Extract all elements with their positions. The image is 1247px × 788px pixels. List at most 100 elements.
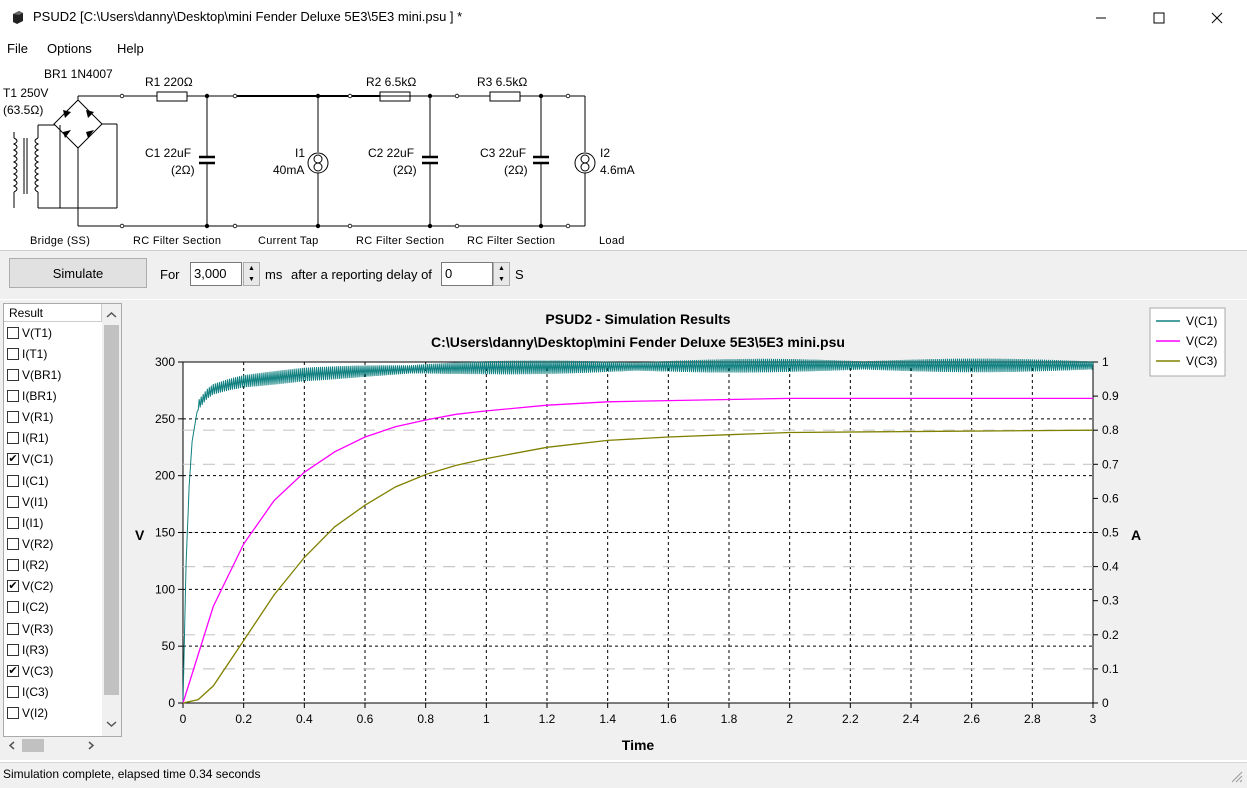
result-checkbox[interactable] bbox=[7, 411, 19, 424]
x-tick-label: 1.4 bbox=[599, 712, 616, 726]
result-item-vc2[interactable]: ✔ V(C2) bbox=[7, 576, 102, 597]
result-item-vr1[interactable]: V(R1) bbox=[7, 407, 102, 428]
circuit-schematic[interactable] bbox=[0, 60, 1247, 250]
series-line-vc1[interactable] bbox=[182, 358, 1094, 704]
duration-input[interactable]: 3,000 bbox=[190, 262, 242, 286]
transformer-primary-coil bbox=[12, 137, 18, 193]
resize-grip-icon[interactable] bbox=[1230, 770, 1244, 784]
result-checkbox[interactable] bbox=[7, 601, 19, 614]
c2-label: C2 22uF bbox=[368, 146, 415, 160]
scroll-left-icon[interactable] bbox=[6, 739, 18, 752]
result-checkbox[interactable] bbox=[7, 347, 19, 360]
result-checkbox[interactable] bbox=[7, 643, 19, 656]
y-tick-label: 50 bbox=[162, 639, 176, 653]
result-checkbox[interactable] bbox=[7, 326, 19, 339]
results-list-header[interactable]: Result bbox=[4, 304, 102, 322]
result-checkbox[interactable] bbox=[7, 432, 19, 445]
caption-load: Load bbox=[599, 235, 625, 247]
result-item-ii1[interactable]: I(I1) bbox=[7, 512, 102, 533]
maximize-button[interactable] bbox=[1136, 0, 1182, 36]
series-line-vc2[interactable] bbox=[182, 397, 1093, 704]
result-item-vc3[interactable]: ✔ V(C3) bbox=[7, 660, 102, 681]
y2-tick-label: 0.6 bbox=[1102, 491, 1119, 505]
close-button[interactable] bbox=[1194, 0, 1240, 36]
y-tick-label: 100 bbox=[155, 582, 175, 596]
result-checkbox[interactable] bbox=[7, 474, 19, 487]
result-item-ir1[interactable]: I(R1) bbox=[7, 428, 102, 449]
spin-up-icon[interactable]: ▲ bbox=[498, 265, 505, 272]
scroll-right-icon[interactable] bbox=[85, 739, 97, 752]
y-tick-label: 250 bbox=[155, 412, 175, 426]
y2-tick-label: 0.5 bbox=[1102, 526, 1119, 540]
menu-file[interactable]: File bbox=[7, 41, 28, 56]
x-tick-label: 2.8 bbox=[1024, 712, 1041, 726]
result-checkbox[interactable] bbox=[7, 538, 19, 550]
result-item-ic1[interactable]: I(C1) bbox=[7, 470, 102, 491]
result-item-vbr1[interactable]: V(BR1) bbox=[7, 364, 102, 385]
result-item-ir3[interactable]: I(R3) bbox=[7, 639, 102, 660]
x-tick-label: 0.4 bbox=[296, 712, 313, 726]
y2-tick-label: 0.3 bbox=[1102, 594, 1119, 608]
result-checkbox[interactable] bbox=[7, 686, 19, 699]
result-item-label: V(R3) bbox=[22, 621, 54, 636]
menu-options[interactable]: Options bbox=[47, 41, 92, 56]
scroll-up-icon[interactable] bbox=[104, 309, 119, 321]
result-item-label: I(BR1) bbox=[22, 388, 57, 403]
close-icon bbox=[1211, 12, 1223, 24]
x-tick-label: 1.8 bbox=[721, 712, 738, 726]
c3-label: C3 22uF bbox=[480, 146, 527, 160]
result-item-ic2[interactable]: I(C2) bbox=[7, 597, 102, 618]
result-item-label: V(T1) bbox=[22, 325, 52, 340]
delay-input[interactable]: 0 bbox=[441, 262, 493, 286]
spin-down-icon[interactable]: ▼ bbox=[248, 276, 255, 283]
result-checkbox[interactable]: ✔ bbox=[7, 580, 19, 593]
result-checkbox[interactable] bbox=[7, 368, 19, 381]
result-checkbox[interactable]: ✔ bbox=[7, 453, 19, 466]
chart-legend bbox=[1149, 307, 1226, 377]
legend-label: V(C2) bbox=[1186, 334, 1217, 348]
result-item-label: I(C2) bbox=[22, 600, 49, 615]
result-checkbox[interactable] bbox=[7, 495, 19, 508]
x-tick-label: 0.8 bbox=[417, 712, 434, 726]
horizontal-scrollbar-thumb[interactable] bbox=[22, 739, 44, 752]
result-item-ic3[interactable]: I(C3) bbox=[7, 682, 102, 703]
result-checkbox[interactable] bbox=[7, 516, 19, 529]
result-checkbox[interactable]: ✔ bbox=[7, 664, 19, 677]
result-item-it1[interactable]: I(T1) bbox=[7, 343, 102, 364]
result-item-label: V(C2) bbox=[22, 579, 54, 594]
y2-tick-label: 1 bbox=[1102, 355, 1109, 369]
result-item-vc1[interactable]: ✔ V(C1) bbox=[7, 449, 102, 470]
result-item-vr2[interactable]: V(R2) bbox=[7, 534, 102, 555]
y2-tick-label: 0.7 bbox=[1102, 457, 1119, 471]
spin-down-icon[interactable]: ▼ bbox=[498, 276, 505, 283]
series-line-vc3[interactable] bbox=[182, 429, 1094, 704]
minimize-button[interactable] bbox=[1078, 0, 1124, 36]
x-tick-label: 0.6 bbox=[357, 712, 374, 726]
simulate-button[interactable]: Simulate bbox=[9, 258, 147, 288]
spin-up-icon[interactable]: ▲ bbox=[248, 265, 255, 272]
result-item-label: I(T1) bbox=[22, 346, 48, 361]
result-checkbox[interactable] bbox=[7, 389, 19, 402]
scroll-down-icon[interactable] bbox=[104, 718, 119, 730]
y2-axis-label: A bbox=[1131, 527, 1141, 543]
result-item-ibr1[interactable]: I(BR1) bbox=[7, 385, 102, 406]
result-item-vt1[interactable]: V(T1) bbox=[7, 322, 102, 343]
duration-spinner[interactable]: ▲ ▼ bbox=[243, 262, 260, 286]
scrollbar-thumb[interactable] bbox=[104, 325, 119, 695]
result-item-vi2[interactable]: V(I2) bbox=[7, 703, 102, 724]
for-label: For bbox=[160, 267, 180, 282]
result-checkbox[interactable] bbox=[7, 559, 19, 572]
delay-spinner[interactable]: ▲ ▼ bbox=[493, 262, 510, 286]
menu-help[interactable]: Help bbox=[117, 41, 144, 56]
result-checkbox[interactable] bbox=[7, 707, 19, 720]
result-item-label: V(R2) bbox=[22, 537, 54, 551]
result-checkbox[interactable] bbox=[7, 622, 19, 635]
caption-rc-filter-1: RC Filter Section bbox=[133, 235, 222, 247]
x-tick-label: 2.4 bbox=[903, 712, 920, 726]
simulation-chart[interactable]: 0 0.2 0.4 0.6 0.8 1 1.2 1.4 1.6 1.8 2 2.2 2.4 2.6 2.8 3… bbox=[130, 300, 1247, 760]
caption-bridge: Bridge (SS) bbox=[30, 235, 91, 247]
result-item-vi1[interactable]: V(I1) bbox=[7, 491, 102, 512]
result-item-ir2[interactable]: I(R2) bbox=[7, 555, 102, 576]
r2-label: R2 6.5kΩ bbox=[366, 75, 417, 89]
result-item-vr3[interactable]: V(R3) bbox=[7, 618, 102, 639]
